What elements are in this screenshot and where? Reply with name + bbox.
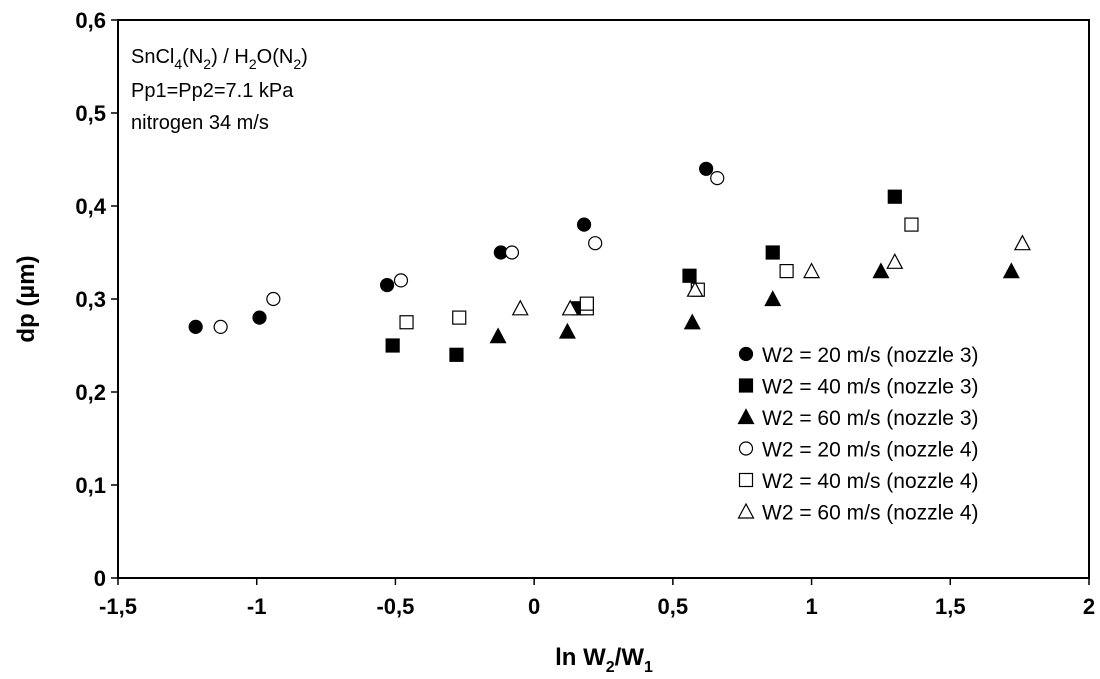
legend: W2 = 20 m/s (nozzle 3) W2 = 40 m/s (nozzl… [737,344,979,525]
legend-marker [738,472,754,488]
filled-circle-point [188,319,203,334]
filled-circle-point [699,161,714,176]
open-triangle-point [886,253,904,269]
legend-marker [738,441,754,456]
y-tick-label: 0,1 [75,473,106,498]
open-circle-point [588,236,603,251]
x-axis-title: ln W2/W1 [555,644,653,676]
legend-marker [737,408,755,425]
filled-square-point [765,245,780,260]
y-axis-title: dp (µm) [13,255,40,342]
x-tick-label: 0 [528,594,540,619]
legend-entry-label: W2 = 20 m/s (nozzle 4) [762,439,979,462]
data-points [188,161,1031,362]
filled-triangle-point [764,290,782,307]
open-triangle-point [511,299,529,316]
filled-triangle-point [1002,262,1020,279]
open-triangle-point [803,262,821,279]
y-tick-label: 0,3 [75,287,106,312]
filled-square-point [682,268,697,283]
filled-circle-point [576,217,592,232]
filled-triangle-point [558,322,576,339]
axis-ticks: -1,5 -1 -0,5 0 0,5 1 1,5 2 0 0,1 0,2 0,3 0,4 0,5 0,6 [75,8,1095,619]
x-tick-label: 0,5 [658,594,689,619]
legend-entry-label: W2 = 40 m/s (nozzle 4) [762,470,979,493]
open-circle-point [213,319,228,334]
open-square-point [779,264,794,279]
plot-frame [117,19,1090,579]
filled-circle-point [252,310,267,325]
open-circle-point [393,273,409,288]
x-tick-label: -1 [247,594,267,619]
legend-entry-label: W2 = 60 m/s (nozzle 3) [762,407,979,430]
annotation-nitrogen: nitrogen 34 m/s [131,112,269,134]
annotation-pressure: Pp1=Pp2=7.1 kPa [131,80,294,102]
legend-entry-label: W2 = 60 m/s (nozzle 4) [762,502,979,525]
filled-square-point [385,338,400,353]
y-tick-label: 0,6 [75,8,106,33]
filled-triangle-point [872,262,890,279]
filled-square-point [449,347,464,362]
open-circle-point [710,171,725,186]
x-tick-label: 2 [1083,594,1095,619]
legend-marker [738,346,754,362]
legend-entry-label: W2 = 20 m/s (nozzle 3) [762,344,979,367]
open-triangle-point [1013,234,1031,251]
y-tick-label: 0,5 [75,101,106,126]
annotation-reaction: SnCl4(N2) / H2O(N2) [131,46,308,72]
y-tick-label: 0 [94,566,106,591]
open-circle-point [504,245,520,260]
open-circle-point [266,291,281,307]
x-tick-label: -1,5 [99,594,137,619]
x-tick-label: 1,5 [935,594,966,619]
open-triangle-point [686,280,704,297]
open-square-point [904,217,919,232]
legend-entry-label: W2 = 40 m/s (nozzle 3) [762,376,979,399]
x-tick-label: -0,5 [376,594,414,619]
filled-triangle-point [683,313,701,330]
open-square-point [579,296,594,311]
open-square-point [399,315,414,330]
y-tick-label: 0,2 [75,380,106,405]
open-triangle-point [561,299,579,316]
filled-triangle-point [489,327,507,344]
filled-square-point [887,189,902,204]
y-tick-label: 0,4 [75,194,106,219]
legend-marker [737,502,755,519]
open-square-point [452,310,467,325]
x-tick-label: 1 [805,594,817,619]
legend-marker [738,378,754,393]
filled-circle-point [380,277,395,293]
